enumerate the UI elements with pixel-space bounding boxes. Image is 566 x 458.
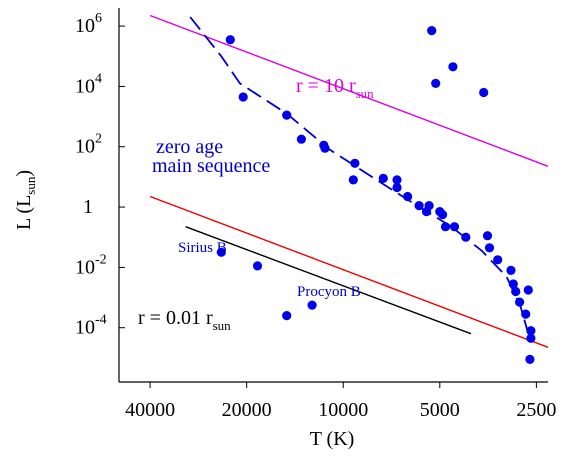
star-point [461,232,471,242]
y-tick-label: 10-4 [75,313,107,339]
star-point [216,247,226,257]
star-point [307,300,317,310]
zams-dashed-curve [189,16,530,334]
r001-line [185,226,472,335]
star-point [378,173,388,183]
star-point [482,231,493,241]
star-point [252,261,263,271]
annotation-r10: r = 10 rsun [296,75,374,101]
star-point [479,87,489,98]
annotation-sirius-b: Sirius B [178,240,227,256]
star-point [525,354,535,364]
y-tick-label: 102 [75,132,102,158]
star-point [392,175,402,185]
star-point [350,158,360,168]
star-point [484,243,495,253]
star-point [449,222,460,232]
star-point [296,134,306,144]
annotation-procyon-b: Procyon B [297,284,361,300]
star-point [526,326,536,336]
star-point [506,265,516,275]
x-axis-label: T (K) [310,428,355,450]
star-point [424,201,434,211]
annotation-zams-line1: zero age [156,136,223,158]
star-point [282,110,292,120]
star-point [282,311,292,321]
star-point [448,62,458,72]
star-point [523,285,533,295]
y-tick-label: 104 [75,71,102,97]
x-tick-label: 5000 [420,399,460,421]
star-point [526,333,536,343]
x-tick-label: 10000 [318,399,368,421]
star-point [320,143,330,153]
annotation-r001: r = 0.01 rsun [138,307,231,333]
star-point [414,201,424,211]
star-point [431,78,441,88]
y-tick-label: 1 [83,196,93,218]
star-point [348,175,358,185]
star-point [438,210,448,220]
r10-line [149,14,549,167]
star-point [392,182,402,193]
star-point [521,309,531,319]
star-point [508,279,518,289]
y-axis-label: L (Lsun) [13,170,38,230]
star-point [511,286,521,297]
star-point [493,255,503,265]
x-tick-label: 2500 [516,399,556,421]
x-tick-label: 40000 [125,399,175,421]
star-point [440,222,451,232]
x-tick-label: 20000 [222,399,272,421]
star-point [515,297,525,307]
annotation-zams-line2: main sequence [152,155,270,177]
middle-radius-line [149,195,549,348]
star-point [427,26,437,36]
star-point [403,191,413,202]
star-point [238,92,248,102]
star-point [225,35,235,45]
y-tick-label: 10-2 [75,252,107,278]
y-tick-label: 106 [75,11,102,37]
